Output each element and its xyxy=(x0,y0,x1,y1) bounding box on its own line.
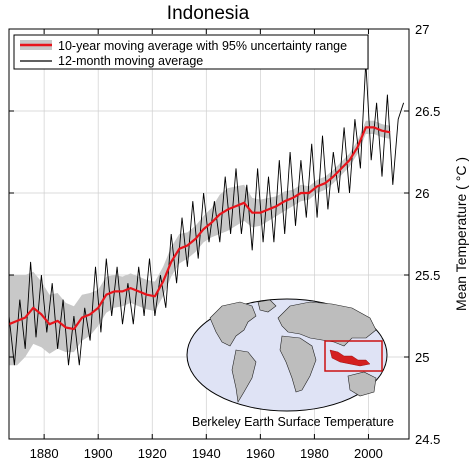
y-tick-label: 26.5 xyxy=(415,104,440,119)
axis-ticks: 1880 1900 1920 1940 1960 1980 2000 24.5 25 25.5 26… xyxy=(9,22,440,461)
legend: 10-year moving average with 95% uncertai… xyxy=(13,34,369,70)
y-tick-label: 25 xyxy=(415,350,429,365)
source-annotation: Berkeley Earth Surface Temperature xyxy=(192,415,394,429)
y-tick-label: 25.5 xyxy=(415,268,440,283)
x-tick-label: 1980 xyxy=(300,446,329,461)
y-axis-label: Mean Temperature ( °C ) xyxy=(453,157,469,311)
landmass-australia xyxy=(347,371,377,397)
monthly-series-layer xyxy=(8,61,405,366)
x-tick-label: 1920 xyxy=(138,446,167,461)
x-tick-label: 1880 xyxy=(30,446,59,461)
y-tick-label: 24.5 xyxy=(415,432,440,447)
landmass-greenland xyxy=(257,299,277,313)
landmass-europe-asia xyxy=(277,301,377,347)
x-tick-label: 2000 xyxy=(354,446,383,461)
legend-box xyxy=(13,34,369,70)
plot-frame xyxy=(8,28,410,440)
legend-label-monthly: 12-month moving average xyxy=(58,54,203,68)
decadal-series-layer xyxy=(8,126,391,331)
y-tick-label: 27 xyxy=(415,22,429,37)
legend-label-decadal: 10-year moving average with 95% uncertai… xyxy=(58,39,347,53)
inset-globe-map xyxy=(186,298,388,412)
x-tick-label: 1900 xyxy=(84,446,113,461)
chart-title: Indonesia xyxy=(167,3,250,24)
landmass-africa xyxy=(279,335,317,393)
landmass-north-america xyxy=(209,301,257,347)
x-tick-label: 1960 xyxy=(246,446,275,461)
series-line-10-year xyxy=(8,126,391,331)
landmass-south-america xyxy=(231,349,257,403)
series-line-12-month xyxy=(8,61,405,366)
x-tick-label: 1940 xyxy=(192,446,221,461)
indonesia-highlight-box xyxy=(324,340,383,372)
y-tick-label: 26 xyxy=(415,186,429,201)
landmass-indonesia xyxy=(329,349,371,367)
